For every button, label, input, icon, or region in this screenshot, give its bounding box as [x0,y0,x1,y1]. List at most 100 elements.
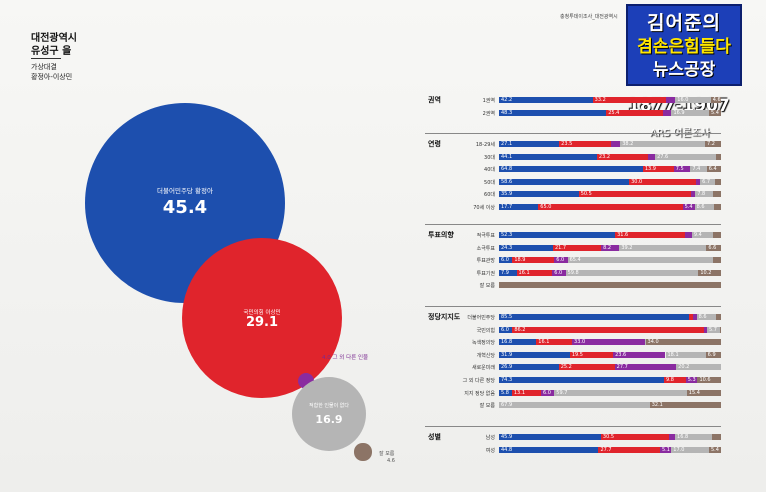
bar-value-label: 21.7 [554,244,567,251]
bar-segment [615,232,686,238]
bar-value-label: 5.3 [687,377,696,383]
group-label-3: 투표의향 [428,231,454,239]
row-label: 국민의힘 [476,327,495,334]
bar-value-label: 6.4 [708,166,717,173]
bar-segment [569,351,614,358]
group-divider-4 [425,306,721,307]
bar-value-label: 19.5 [571,351,583,358]
bar-segment [499,339,537,346]
bar-segment [682,204,695,210]
bar-segment [712,191,721,198]
bar-segment [499,153,597,160]
source-note: 충청투데이조사_대전광역시 [560,14,618,20]
bar-value-label: 59.7 [556,389,568,396]
bar-segment [499,141,560,147]
bar-segment [499,191,579,198]
bubble-label-1: 더불어민주당 황정아 [157,187,213,195]
bar-value-label: 31.9 [501,351,513,358]
bar-segment [659,446,672,453]
region-city: 대전광역시 [31,33,77,44]
bubble-value-5: 4.6 [387,458,395,464]
bar-value-label: 44.8 [501,446,513,453]
bar-segment [613,351,666,358]
bar-segment [690,191,696,198]
bar-segment [668,434,676,440]
bar-segment [673,166,691,173]
bar-segment [629,178,696,185]
bubble-label-3: 4.0 그 외 다른 인물 [322,355,369,361]
row-label: 투표관망 [476,258,495,265]
bar-segment [696,314,716,320]
bar-value-label: 13.9 [644,166,656,173]
bar-value-label: 9.4 [693,232,702,238]
bar-value-label: 23.6 [615,351,627,358]
bar-value-label: 85.5 [501,314,513,320]
row-label: 그 외 다른 정당 [462,378,495,384]
bar-segment [499,377,664,383]
row-label: 새로운미래 [471,365,495,372]
bar-value-label: 23.5 [561,141,573,147]
bar-value-label: 13.1 [513,389,526,396]
row-label: 남성 [485,435,495,441]
bar-segment [516,269,553,276]
bar-value-label: 5.8 [501,389,509,396]
bar-value-label: 15.4 [688,389,700,396]
bar-value-label: 27.1 [501,141,513,147]
bar-value-label: 25.2 [560,364,572,371]
bar-segment [511,389,541,396]
bar-segment [606,109,663,116]
bar-value-label: 6.6 [708,244,717,251]
matchup-type: 가상대결 [31,63,57,71]
bar-value-label: 86.2 [514,326,526,333]
bar-value-label: 4.6 [712,97,721,103]
bar-segment [614,364,677,371]
bar-segment [712,434,721,440]
bar-segment [499,269,517,276]
bar-value-label: 58.6 [501,178,513,185]
bar-segment [645,339,721,346]
bar-segment [512,257,555,264]
show-logo: 김어준의 겸손은힘들다 뉴스공장 [626,4,742,86]
bar-value-label: 31.6 [617,232,629,238]
bar-segment [709,109,721,116]
bar-segment [499,178,630,185]
group-divider-2 [425,133,721,134]
bubble-label-5: 잘 모름 [379,451,395,457]
bar-value-label: 27.6 [657,153,669,160]
row-label: 잘 모름 [479,403,495,410]
bar-value-label: 34.0 [647,339,659,346]
bar-segment [499,109,607,116]
bar-value-label: 6.0 [554,269,563,276]
bar-value-label: 8.6 [698,314,707,320]
bar-segment [706,244,721,251]
bar-segment [686,389,721,396]
group-label-1: 권역 [428,96,441,104]
group-label-2: 연령 [428,140,441,148]
bar-segment [601,244,620,251]
bar-segment [715,314,721,320]
bar-segment [536,339,573,346]
bar-value-label: 7.8 [697,191,706,198]
ars-label: ARS 여론조사 [650,124,710,139]
matchup-title: 가상대결 황정아-이상민 [31,62,72,82]
bar-segment [648,153,656,160]
bar-value-label: 7.9 [501,269,509,276]
bar-value-label: 16.8 [677,434,689,440]
logo-line-1: 김어준의 [647,12,721,34]
row-label: 60대 [484,192,495,199]
bar-segment [620,141,705,147]
region-district: 유성구 을 [31,46,72,57]
bar-segment [655,153,717,160]
bar-segment [554,257,568,264]
bar-segment [499,282,721,289]
bubble-4 [292,377,366,451]
bar-segment [552,269,566,276]
row-label: 녹색정의당 [471,340,495,347]
title-divider [31,58,61,59]
group-label-5: 성별 [428,433,441,441]
bar-segment [709,446,721,453]
bar-segment [499,402,650,409]
bar-value-label: 18.1 [667,351,679,358]
bar-value-label: 67.9 [501,402,513,409]
